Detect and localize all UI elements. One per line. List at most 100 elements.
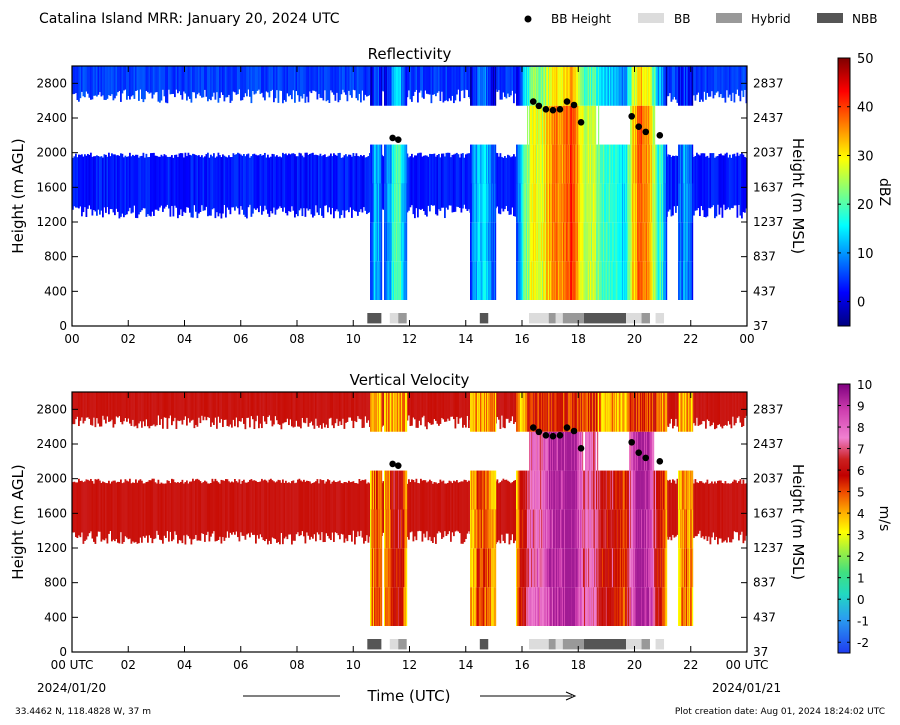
x-tick-label: 00 UTC [726,658,769,672]
bb-height-point [656,458,664,465]
y-tick-label-right: 2437 [753,111,784,125]
y-tick-label-right: 437 [753,610,776,624]
bb-height-point [642,454,650,462]
y-tick-label-right: 37 [753,319,768,333]
x-tick-label: 22 [683,658,698,672]
y-tick-label: 1200 [36,541,67,555]
plot-creation-date: Plot creation date: Aug 01, 2024 18:24:0… [675,707,885,717]
bb-type-segment [398,313,407,324]
bb-type-segment [562,313,584,324]
bb-height-point [642,128,650,136]
y-tick-label: 2400 [36,437,67,451]
bb-type-segment [655,313,665,324]
bb-type-segment [583,313,627,324]
y-axis-label: Height (m AGL) [9,138,27,253]
bb-height-point [389,460,396,468]
panel-title: Vertical Velocity [350,371,470,389]
y-tick-label: 400 [44,284,67,298]
legend-nbb-label: NBB [852,12,877,26]
bb-height-point [529,424,537,431]
bb-height-point [570,427,578,435]
x-tick-label: 18 [571,658,586,672]
bb-height-point [394,136,402,143]
bb-height-point [628,112,635,120]
bb-type-segment [641,313,650,324]
colorbar-tick-label: 50 [857,52,874,67]
y-tick-label-right: 1237 [753,541,784,555]
y-tick-label-right: 2037 [753,146,784,160]
y-tick-label: 2800 [36,76,67,90]
bb-height-point [394,462,402,469]
y-tick-label: 1600 [36,180,67,194]
colorbar-label: dBZ [876,178,892,206]
colorbar-tick-label: 10 [857,378,872,392]
y-tick-label-right: 2837 [753,76,784,90]
x-tick-label: 08 [289,658,304,672]
y-tick-label-right: 1637 [753,506,784,520]
x-tick-label: 14 [458,658,473,672]
bb-height-point [535,428,543,436]
y-tick-label-right: 2037 [753,472,784,486]
colorbar-tick-label: 1 [857,572,865,586]
colorbar-tick-label: 40 [857,101,874,116]
colorbar-tick-label: 7 [857,443,865,457]
y-axis-label-right: Height (m MSL) [789,464,807,580]
legend-bb-height-marker [524,15,532,23]
colorbar-label: m/s [876,506,892,532]
colorbar-tick-label: 9 [857,400,865,414]
data-field [72,66,747,300]
bb-height-point [556,106,564,113]
colorbar-tick-label: 4 [857,507,865,521]
colorbar [837,57,851,327]
x-tick-label: 00 [739,332,754,346]
colorbar-tick-label: 0 [857,593,865,607]
y-tick-label-right: 837 [753,250,776,264]
x-tick-label: 20 [627,332,642,346]
bb-type-segment [479,639,489,650]
y-tick-label: 2800 [36,402,67,416]
x-end-date: 2024/01/21 [712,681,781,695]
bb-type-segment [641,639,650,650]
bb-height-point [549,106,557,114]
colorbar-tick-label: 30 [857,149,874,164]
y-tick-label: 0 [59,645,67,659]
colorbar-tick-label: -2 [857,636,869,650]
y-axis-label-right: Height (m MSL) [789,138,807,254]
bb-height-point [570,101,578,109]
bb-type-segment [548,313,556,324]
y-tick-label: 2000 [36,472,67,486]
bb-type-segment [398,639,407,650]
data-field [72,392,747,626]
x-tick-label: 02 [121,332,136,346]
y-tick-label-right: 2837 [753,402,784,416]
y-tick-label: 1600 [36,506,67,520]
x-tick-label: 06 [233,658,248,672]
bb-height-point [628,438,635,446]
legend-bb-swatch [638,13,664,23]
y-tick-label-right: 2437 [753,437,784,451]
colorbar-tick-label: 5 [857,486,865,500]
legend-nbb-swatch [817,13,843,23]
bb-type-segment [655,639,665,650]
x-tick-label: 04 [177,332,192,346]
y-tick-label-right: 437 [753,284,776,298]
bb-type-segment [389,639,399,650]
station-location: 33.4462 N, 118.4828 W, 37 m [15,707,151,717]
legend-hybrid-label: Hybrid [751,12,791,26]
x-tick-label: 16 [514,332,529,346]
y-tick-label: 0 [59,319,67,333]
bb-type-segment [529,313,549,324]
y-axis-label: Height (m AGL) [9,464,27,579]
bb-height-point [563,98,571,105]
y-tick-label-right: 1237 [753,215,784,229]
x-tick-label: 10 [346,332,361,346]
panel-title: Reflectivity [368,45,452,63]
colorbar-tick-label: -1 [857,615,869,629]
bb-type-segment [555,313,563,324]
bb-type-segment [548,639,556,650]
legend-hybrid-swatch [716,13,742,23]
bb-height-point [563,424,571,431]
bb-height-point [542,432,550,439]
